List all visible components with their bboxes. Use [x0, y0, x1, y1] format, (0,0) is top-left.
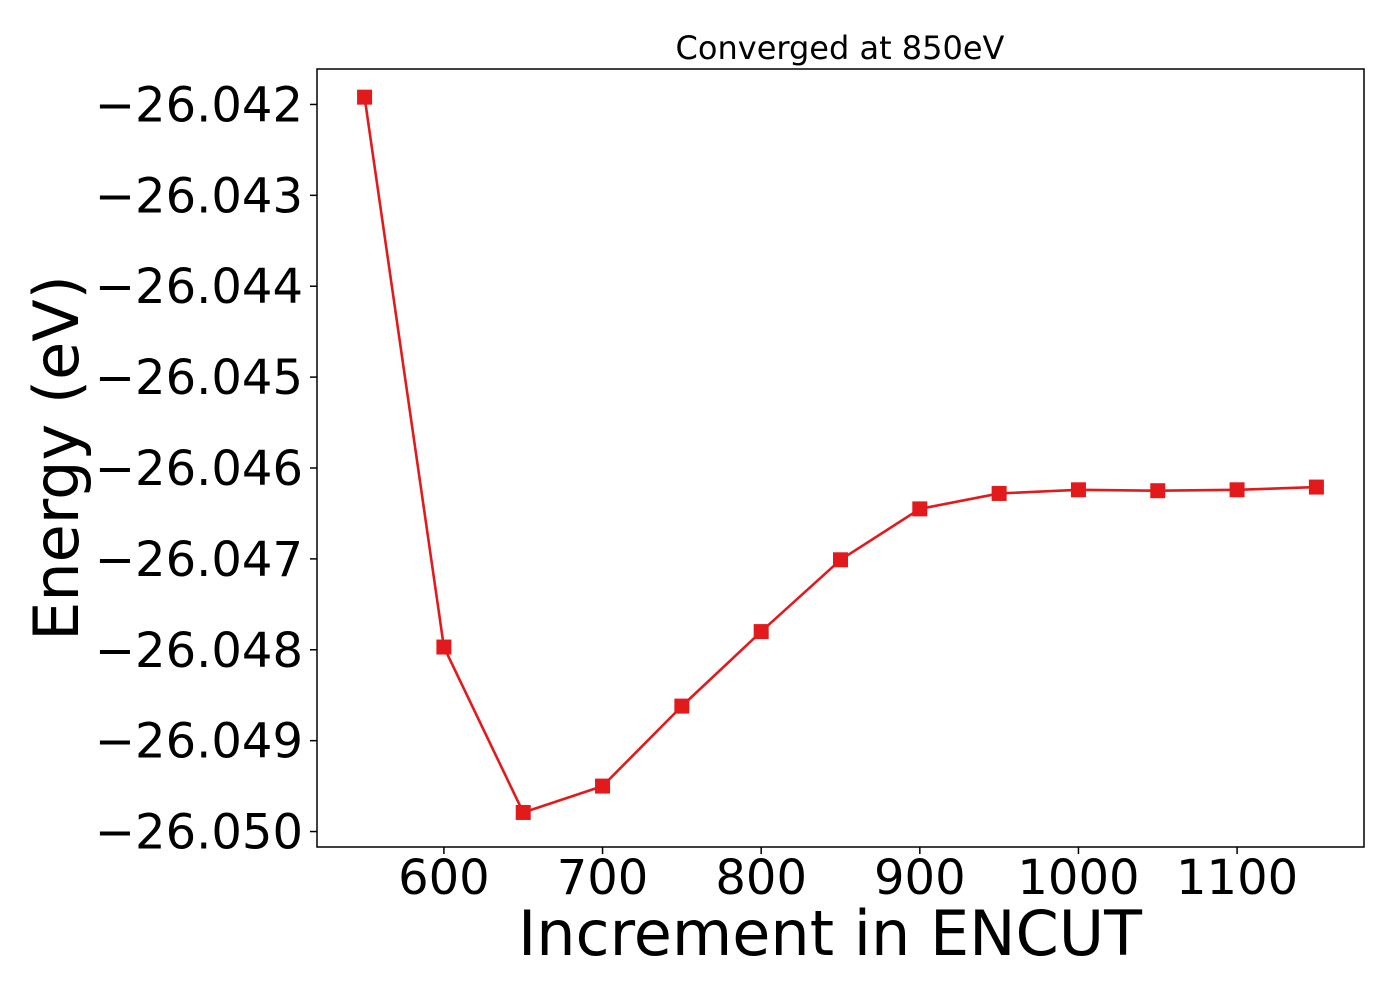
data-point-marker	[515, 804, 531, 820]
y-tick-label: −26.049	[95, 714, 303, 770]
data-point-marker	[1070, 482, 1086, 498]
data-point-marker	[674, 698, 690, 714]
y-axis-label: Energy (eV)	[20, 275, 93, 641]
y-tick-label: −26.046	[95, 441, 303, 497]
x-tick-label: 700	[557, 850, 649, 906]
data-point-marker	[357, 89, 373, 105]
y-tick-label: −26.050	[95, 805, 303, 861]
data-point-marker	[1308, 479, 1324, 495]
chart-title: Converged at 850eV	[676, 29, 1005, 67]
y-tick-label: −26.045	[95, 350, 303, 406]
data-point-marker	[1150, 483, 1166, 499]
x-tick-label: 900	[874, 850, 966, 906]
y-tick-label: −26.048	[95, 623, 303, 679]
x-tick-label: 800	[715, 850, 807, 906]
y-tick-label: −26.044	[95, 259, 303, 315]
y-tick-label: −26.043	[95, 168, 303, 224]
x-tick-label: 1100	[1176, 850, 1298, 906]
data-point-marker	[991, 485, 1007, 501]
data-point-marker	[1229, 482, 1245, 498]
x-tick-label: 1000	[1017, 850, 1139, 906]
plot-frame	[316, 68, 1365, 848]
data-point-marker	[753, 624, 769, 640]
x-axis-label: Increment in ENCUT	[518, 897, 1143, 970]
data-point-marker	[912, 501, 928, 517]
y-tick-label: −26.047	[95, 532, 303, 588]
data-point-marker	[833, 552, 848, 568]
data-point-marker	[595, 778, 611, 794]
x-tick-label: 600	[398, 850, 490, 906]
data-point-marker	[436, 639, 452, 655]
y-tick-label: −26.042	[95, 77, 303, 133]
plot-area: 600 700 800 900 1000 1100 −26.042 −26.043 −26.04…	[95, 77, 1324, 906]
